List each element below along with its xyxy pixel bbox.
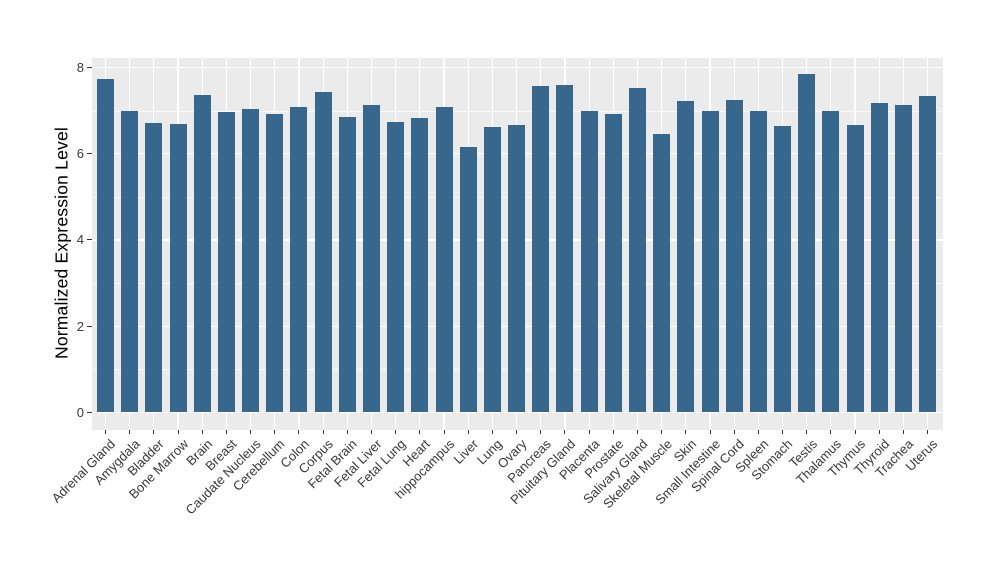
x-tick-mark xyxy=(274,429,276,434)
x-tick-mark xyxy=(419,429,421,434)
x-tick-mark xyxy=(516,429,518,434)
x-tick-mark xyxy=(201,429,203,434)
x-tick-mark xyxy=(830,429,832,434)
x-tick-mark xyxy=(757,429,759,434)
x-tick-mark xyxy=(782,429,784,434)
bar xyxy=(532,86,550,413)
x-tick-mark xyxy=(636,429,638,434)
y-tick-label: 0 xyxy=(76,405,84,420)
y-tick-mark xyxy=(87,325,92,327)
bar xyxy=(217,112,235,413)
y-tick-label: 6 xyxy=(76,146,84,162)
y-tick-mark xyxy=(87,153,92,155)
x-tick-mark xyxy=(250,429,252,434)
bar xyxy=(145,122,163,413)
bar xyxy=(290,106,308,413)
x-tick-mark xyxy=(927,429,929,434)
y-tick-label: 8 xyxy=(76,59,84,75)
gridline-major xyxy=(92,66,943,69)
x-tick-mark xyxy=(612,429,614,434)
x-tick-mark xyxy=(370,429,372,434)
x-tick-mark xyxy=(443,429,445,434)
x-tick-mark xyxy=(322,429,324,434)
x-tick-mark xyxy=(564,429,566,434)
bar xyxy=(483,127,501,413)
x-tick-mark xyxy=(854,429,856,434)
x-tick-mark xyxy=(177,429,179,434)
x-tick-mark xyxy=(902,429,904,434)
bar xyxy=(97,79,114,413)
bar xyxy=(628,88,646,413)
x-tick-mark xyxy=(540,429,542,434)
y-tick-mark xyxy=(87,66,92,68)
x-tick-mark xyxy=(588,429,590,434)
bar xyxy=(362,105,380,413)
x-tick-mark xyxy=(491,429,493,434)
y-tick-mark xyxy=(87,239,92,241)
bar xyxy=(387,121,405,413)
x-tick-mark xyxy=(105,429,106,434)
bar xyxy=(894,105,912,413)
bar xyxy=(846,124,864,413)
bar xyxy=(919,96,937,413)
bar xyxy=(459,147,477,413)
y-axis-title: Normalized Expression Level xyxy=(51,126,72,360)
x-tick-mark xyxy=(298,429,300,434)
x-tick-mark xyxy=(806,429,808,434)
bar xyxy=(604,113,622,413)
y-tick-label: 4 xyxy=(76,232,84,248)
x-tick-mark xyxy=(346,429,348,434)
x-tick-mark xyxy=(467,429,469,434)
bar xyxy=(556,84,574,413)
plot-panel xyxy=(92,58,943,430)
bar xyxy=(870,103,888,413)
bar xyxy=(822,111,840,413)
y-tick-mark xyxy=(87,412,92,413)
x-tick-mark xyxy=(661,429,663,434)
bar xyxy=(411,117,429,413)
x-tick-mark xyxy=(225,429,227,434)
x-tick-mark xyxy=(395,429,397,434)
x-tick-mark xyxy=(685,429,687,434)
bar xyxy=(701,110,719,413)
bar xyxy=(121,111,139,413)
x-tick-mark xyxy=(709,429,711,434)
bar xyxy=(169,123,187,413)
bar xyxy=(508,125,526,413)
y-tick-label: 2 xyxy=(76,318,84,334)
bar xyxy=(580,111,598,413)
x-tick-mark xyxy=(129,429,131,434)
bar xyxy=(677,100,695,413)
bar xyxy=(338,117,356,413)
bar xyxy=(749,111,767,413)
x-tick-mark xyxy=(878,429,880,434)
bar xyxy=(435,107,453,413)
x-tick-mark xyxy=(733,429,735,434)
bar xyxy=(653,133,671,413)
gridline-minor xyxy=(92,110,943,112)
x-tick-mark xyxy=(153,429,155,434)
bar xyxy=(798,73,816,413)
bar xyxy=(242,108,260,413)
bar xyxy=(266,113,284,413)
bar xyxy=(193,95,211,413)
bar xyxy=(774,126,792,413)
gridline-major xyxy=(92,411,943,414)
bar xyxy=(725,100,743,413)
bar xyxy=(314,91,332,413)
